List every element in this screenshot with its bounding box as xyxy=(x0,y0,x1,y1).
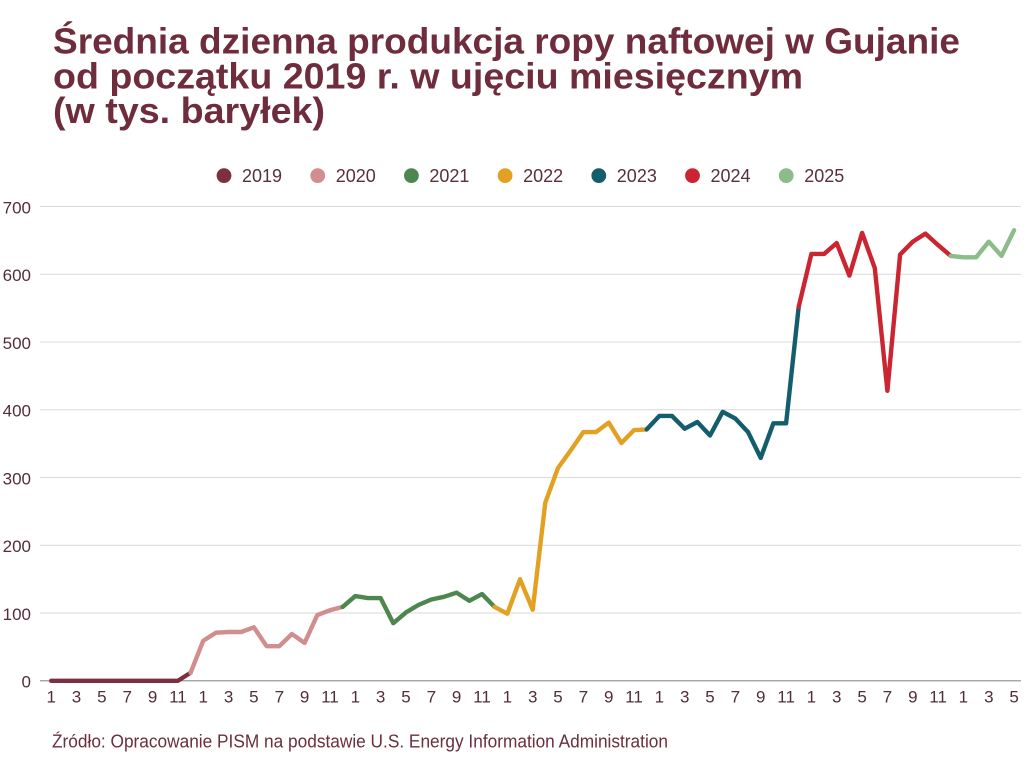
svg-text:7: 7 xyxy=(731,688,740,707)
svg-text:1: 1 xyxy=(46,688,55,707)
svg-text:7: 7 xyxy=(883,688,892,707)
svg-text:3: 3 xyxy=(832,688,841,707)
svg-text:3: 3 xyxy=(680,688,689,707)
svg-text:3: 3 xyxy=(984,688,993,707)
svg-text:2019: 2019 xyxy=(242,166,282,186)
svg-text:7: 7 xyxy=(275,688,284,707)
svg-text:2024: 2024 xyxy=(711,166,751,186)
svg-text:2022: 2022 xyxy=(523,166,563,186)
svg-text:(w tys. baryłek): (w tys. baryłek) xyxy=(53,90,325,131)
svg-text:7: 7 xyxy=(579,688,588,707)
svg-text:3: 3 xyxy=(376,688,385,707)
svg-text:11: 11 xyxy=(321,688,339,707)
svg-text:400: 400 xyxy=(3,402,31,421)
svg-text:11: 11 xyxy=(169,688,187,707)
svg-text:11: 11 xyxy=(777,688,795,707)
svg-text:2025: 2025 xyxy=(804,166,844,186)
svg-text:Źródło: Opracowanie PISM na po: Źródło: Opracowanie PISM na podstawie U.… xyxy=(52,731,668,752)
svg-text:5: 5 xyxy=(553,688,562,707)
svg-text:7: 7 xyxy=(122,688,131,707)
svg-text:3: 3 xyxy=(528,688,537,707)
svg-text:2021: 2021 xyxy=(429,166,469,186)
svg-text:9: 9 xyxy=(604,688,613,707)
svg-text:9: 9 xyxy=(300,688,309,707)
svg-text:Średnia dzienna produkcja ropy: Średnia dzienna produkcja ropy naftowej … xyxy=(53,20,960,62)
svg-text:2020: 2020 xyxy=(336,166,376,186)
svg-text:7: 7 xyxy=(427,688,436,707)
svg-text:200: 200 xyxy=(3,537,31,556)
svg-text:300: 300 xyxy=(3,469,31,488)
svg-text:5: 5 xyxy=(249,688,258,707)
svg-text:600: 600 xyxy=(3,266,31,285)
svg-text:5: 5 xyxy=(401,688,410,707)
svg-text:1: 1 xyxy=(959,688,968,707)
svg-text:11: 11 xyxy=(473,688,491,707)
svg-text:0: 0 xyxy=(22,673,31,692)
svg-text:9: 9 xyxy=(452,688,461,707)
svg-text:5: 5 xyxy=(1009,688,1018,707)
svg-text:3: 3 xyxy=(72,688,81,707)
svg-text:11: 11 xyxy=(929,688,947,707)
svg-text:1: 1 xyxy=(503,688,512,707)
svg-text:700: 700 xyxy=(3,198,31,217)
svg-text:5: 5 xyxy=(97,688,106,707)
svg-text:5: 5 xyxy=(705,688,714,707)
svg-text:5: 5 xyxy=(857,688,866,707)
svg-text:1: 1 xyxy=(807,688,816,707)
svg-text:9: 9 xyxy=(908,688,917,707)
svg-text:1: 1 xyxy=(351,688,360,707)
svg-text:9: 9 xyxy=(148,688,157,707)
svg-text:2023: 2023 xyxy=(617,166,657,186)
svg-text:1: 1 xyxy=(655,688,664,707)
svg-text:1: 1 xyxy=(198,688,207,707)
svg-text:9: 9 xyxy=(756,688,765,707)
svg-text:100: 100 xyxy=(3,605,31,624)
svg-text:od początku 2019 r. w ujęciu m: od początku 2019 r. w ujęciu miesięcznym xyxy=(53,55,803,96)
svg-text:11: 11 xyxy=(625,688,643,707)
svg-text:500: 500 xyxy=(3,334,31,353)
svg-text:3: 3 xyxy=(224,688,233,707)
